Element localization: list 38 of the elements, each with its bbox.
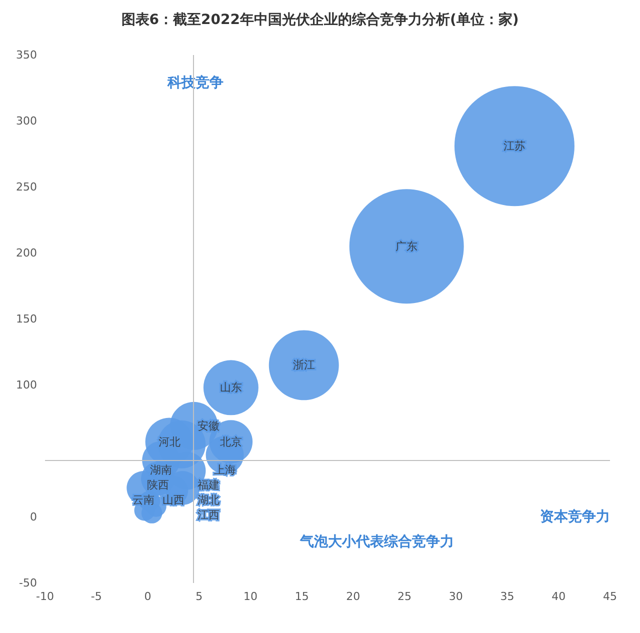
data-label: 云南 [132, 494, 155, 507]
x-tick-label: 30 [448, 590, 463, 603]
y-tick-label: -50 [19, 576, 37, 590]
y-tick-label: 350 [16, 48, 37, 62]
data-label: 湖北 [197, 494, 220, 507]
x-axis-title: 资本竞争力 [540, 508, 610, 525]
x-tick-label: 45 [603, 590, 617, 603]
data-label: 北京 [220, 435, 242, 448]
y-axis-title: 科技竞争 [166, 74, 224, 91]
x-tick-label: -10 [36, 590, 54, 603]
y-tick-label: 150 [16, 312, 37, 326]
data-label: 安徽 [197, 419, 220, 432]
data-label: 浙江 [292, 358, 315, 372]
data-label: 河北 [158, 435, 180, 448]
data-label: 上海 [214, 464, 236, 477]
annotation: 气泡大小代表综合竞争力 [299, 533, 454, 550]
x-tick-label: 10 [243, 590, 258, 603]
data-label: 陕西 [147, 478, 169, 492]
y-tick-label: 250 [16, 180, 37, 194]
x-tick-label: 20 [346, 590, 360, 603]
x-tick-label: 15 [294, 590, 309, 603]
chart-title: 图表6：截至2022年中国光伏企业的综合竞争力分析(单位：家) [121, 11, 519, 28]
x-tick-label: 0 [144, 590, 152, 603]
y-tick-label: 100 [16, 378, 37, 392]
data-label: 山西 [162, 494, 184, 507]
x-tick-label: 35 [500, 590, 514, 603]
data-label: 江西 [197, 508, 220, 522]
data-label: 江苏 [503, 140, 526, 153]
y-tick-label: 200 [16, 246, 37, 260]
y-tick-label: 300 [16, 114, 37, 128]
data-label: 山东 [220, 381, 242, 394]
x-tick-label: 25 [398, 590, 412, 603]
data-label: 湖南 [150, 464, 172, 477]
data-label: 广东 [396, 240, 418, 253]
x-tick-label: 40 [552, 590, 566, 603]
y-tick-label: 0 [30, 510, 37, 524]
x-tick-label: -5 [90, 590, 102, 603]
x-tick-label: 5 [196, 590, 203, 603]
